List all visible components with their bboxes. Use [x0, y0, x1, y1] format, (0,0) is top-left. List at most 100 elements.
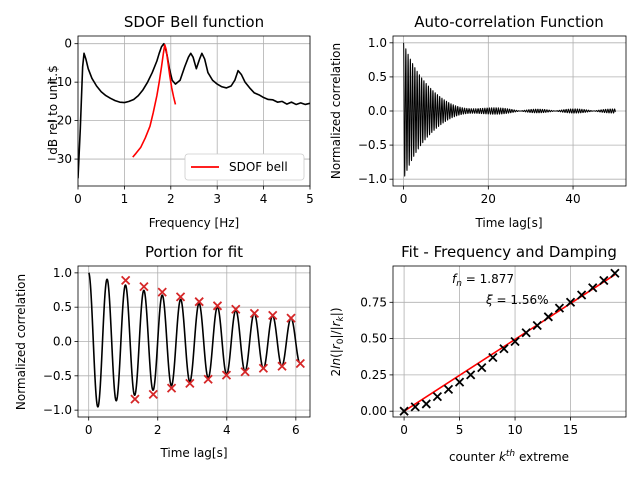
y-tick-label: 0.0 [368, 104, 387, 118]
x-tick-label: 10 [507, 423, 522, 437]
y-axis-label: Normalized correlation [14, 274, 28, 410]
y-tick-label: 0.0 [53, 335, 72, 349]
x-axis-label: Time lag[s] [474, 216, 542, 230]
axes-frame [77, 265, 311, 418]
subplot-title: Portion for fit [145, 243, 243, 261]
data-point-marker [576, 290, 587, 300]
data-point-marker [240, 367, 250, 377]
x-tick-label: 6 [292, 423, 300, 437]
y-tick-label: −20 [47, 114, 72, 128]
data-point-marker [399, 406, 409, 416]
data-point-marker [295, 358, 305, 369]
x-tick-label: 0 [74, 192, 82, 206]
data-point-marker [499, 344, 509, 354]
subplot-autocorrelation: Auto-correlation Function Time lag[s] No… [329, 13, 627, 230]
x-axis-label: counter kth extreme [449, 449, 569, 464]
data-point-marker [185, 378, 195, 389]
y-tick-label: 1.0 [53, 266, 72, 280]
data-point-marker [175, 292, 186, 302]
data-point-marker [543, 312, 553, 322]
data-point-marker [221, 370, 232, 380]
data-point-marker [488, 352, 498, 363]
y-tick-label: 0.5 [368, 70, 387, 84]
annotation-natural-frequency: fn = 1.877 [452, 272, 514, 289]
axes-frame [77, 35, 311, 187]
data-point-marker [258, 363, 269, 373]
data-point-marker [477, 362, 487, 373]
y-tick-label: 0.75 [360, 295, 387, 309]
data-point-marker [521, 328, 531, 338]
y-tick-label: 0.25 [360, 368, 387, 382]
data-point-marker [454, 377, 465, 387]
data-point-marker [203, 374, 213, 384]
data-point-marker [166, 383, 177, 393]
data-point-marker [212, 301, 223, 311]
subplot-sdof-bell: SDOF Bell function Frequency [Hz] dB rel… [46, 13, 314, 230]
data-point-marker [588, 283, 598, 293]
data-point-marker [277, 361, 287, 371]
x-axis-label: Frequency [Hz] [149, 216, 240, 230]
x-tick-label: 0 [400, 192, 408, 206]
data-point-marker [157, 287, 167, 297]
y-tick-label: −1.0 [43, 403, 72, 417]
x-tick-label: 5 [456, 423, 464, 437]
x-tick-label: 20 [481, 192, 496, 206]
data-point-marker [510, 336, 520, 347]
data-point-marker [268, 310, 278, 321]
y-tick-label: −0.5 [358, 138, 387, 152]
x-tick-label: 0 [85, 423, 93, 437]
series-line [132, 44, 177, 158]
axes-frame [392, 35, 627, 187]
data-point-marker [249, 308, 260, 318]
subplot-fit-frequency-damping: Fit - Frequency and Damping counter kth … [329, 243, 627, 464]
subplot-portion-for-fit: Portion for fit Time lag[s] Normalized c… [14, 243, 311, 460]
x-tick-label: 0 [400, 423, 408, 437]
y-tick-label: 0.00 [360, 404, 387, 418]
data-point-marker [231, 304, 241, 314]
y-axis-label: 2ln(|r0|/|rk|) [329, 307, 346, 376]
y-tick-label: 1.0 [368, 36, 387, 50]
data-point-marker [421, 399, 431, 409]
series-line [403, 42, 616, 177]
x-tick-label: 2 [154, 423, 162, 437]
data-point-marker [443, 384, 454, 395]
axes-frame [392, 265, 627, 418]
y-tick-label: −1.0 [358, 172, 387, 186]
x-tick-label: 4 [223, 423, 231, 437]
y-tick-label: −0.5 [43, 369, 72, 383]
data-point-marker [130, 394, 140, 404]
x-tick-label: 5 [306, 192, 314, 206]
data-point-marker [599, 275, 609, 286]
data-point-marker [286, 313, 296, 323]
y-tick-label: 0.5 [53, 300, 72, 314]
data-point-marker [466, 370, 476, 380]
data-point-marker [121, 275, 131, 286]
data-point-marker [148, 389, 158, 399]
y-axis-label: dB rel to unit.$ [46, 65, 60, 154]
series-line [78, 42, 310, 179]
y-tick-label: −30 [47, 152, 72, 166]
data-point-marker [532, 320, 542, 331]
y-tick-label: −10 [47, 75, 72, 89]
y-tick-label: 0 [64, 37, 72, 51]
data-point-marker [610, 268, 620, 278]
x-tick-label: 15 [563, 423, 578, 437]
annotation-damping-ratio: ξ = 1.56% [485, 293, 549, 307]
legend-label: SDOF bell [229, 160, 288, 174]
x-tick-label: 4 [260, 192, 268, 206]
x-tick-label: 40 [565, 192, 580, 206]
x-tick-label: 2 [167, 192, 175, 206]
x-tick-label: 3 [213, 192, 221, 206]
data-point-marker [432, 392, 443, 402]
data-point-marker [139, 281, 149, 292]
data-point-marker [410, 402, 420, 412]
subplot-title: Fit - Frequency and Damping [401, 243, 617, 261]
data-point-marker [554, 303, 565, 313]
data-point-marker [194, 297, 204, 307]
subplot-title: Auto-correlation Function [414, 13, 604, 31]
data-point-marker [565, 297, 576, 307]
x-tick-label: 1 [121, 192, 129, 206]
y-tick-label: 0.50 [360, 332, 387, 346]
legend: SDOF bell [184, 153, 305, 181]
